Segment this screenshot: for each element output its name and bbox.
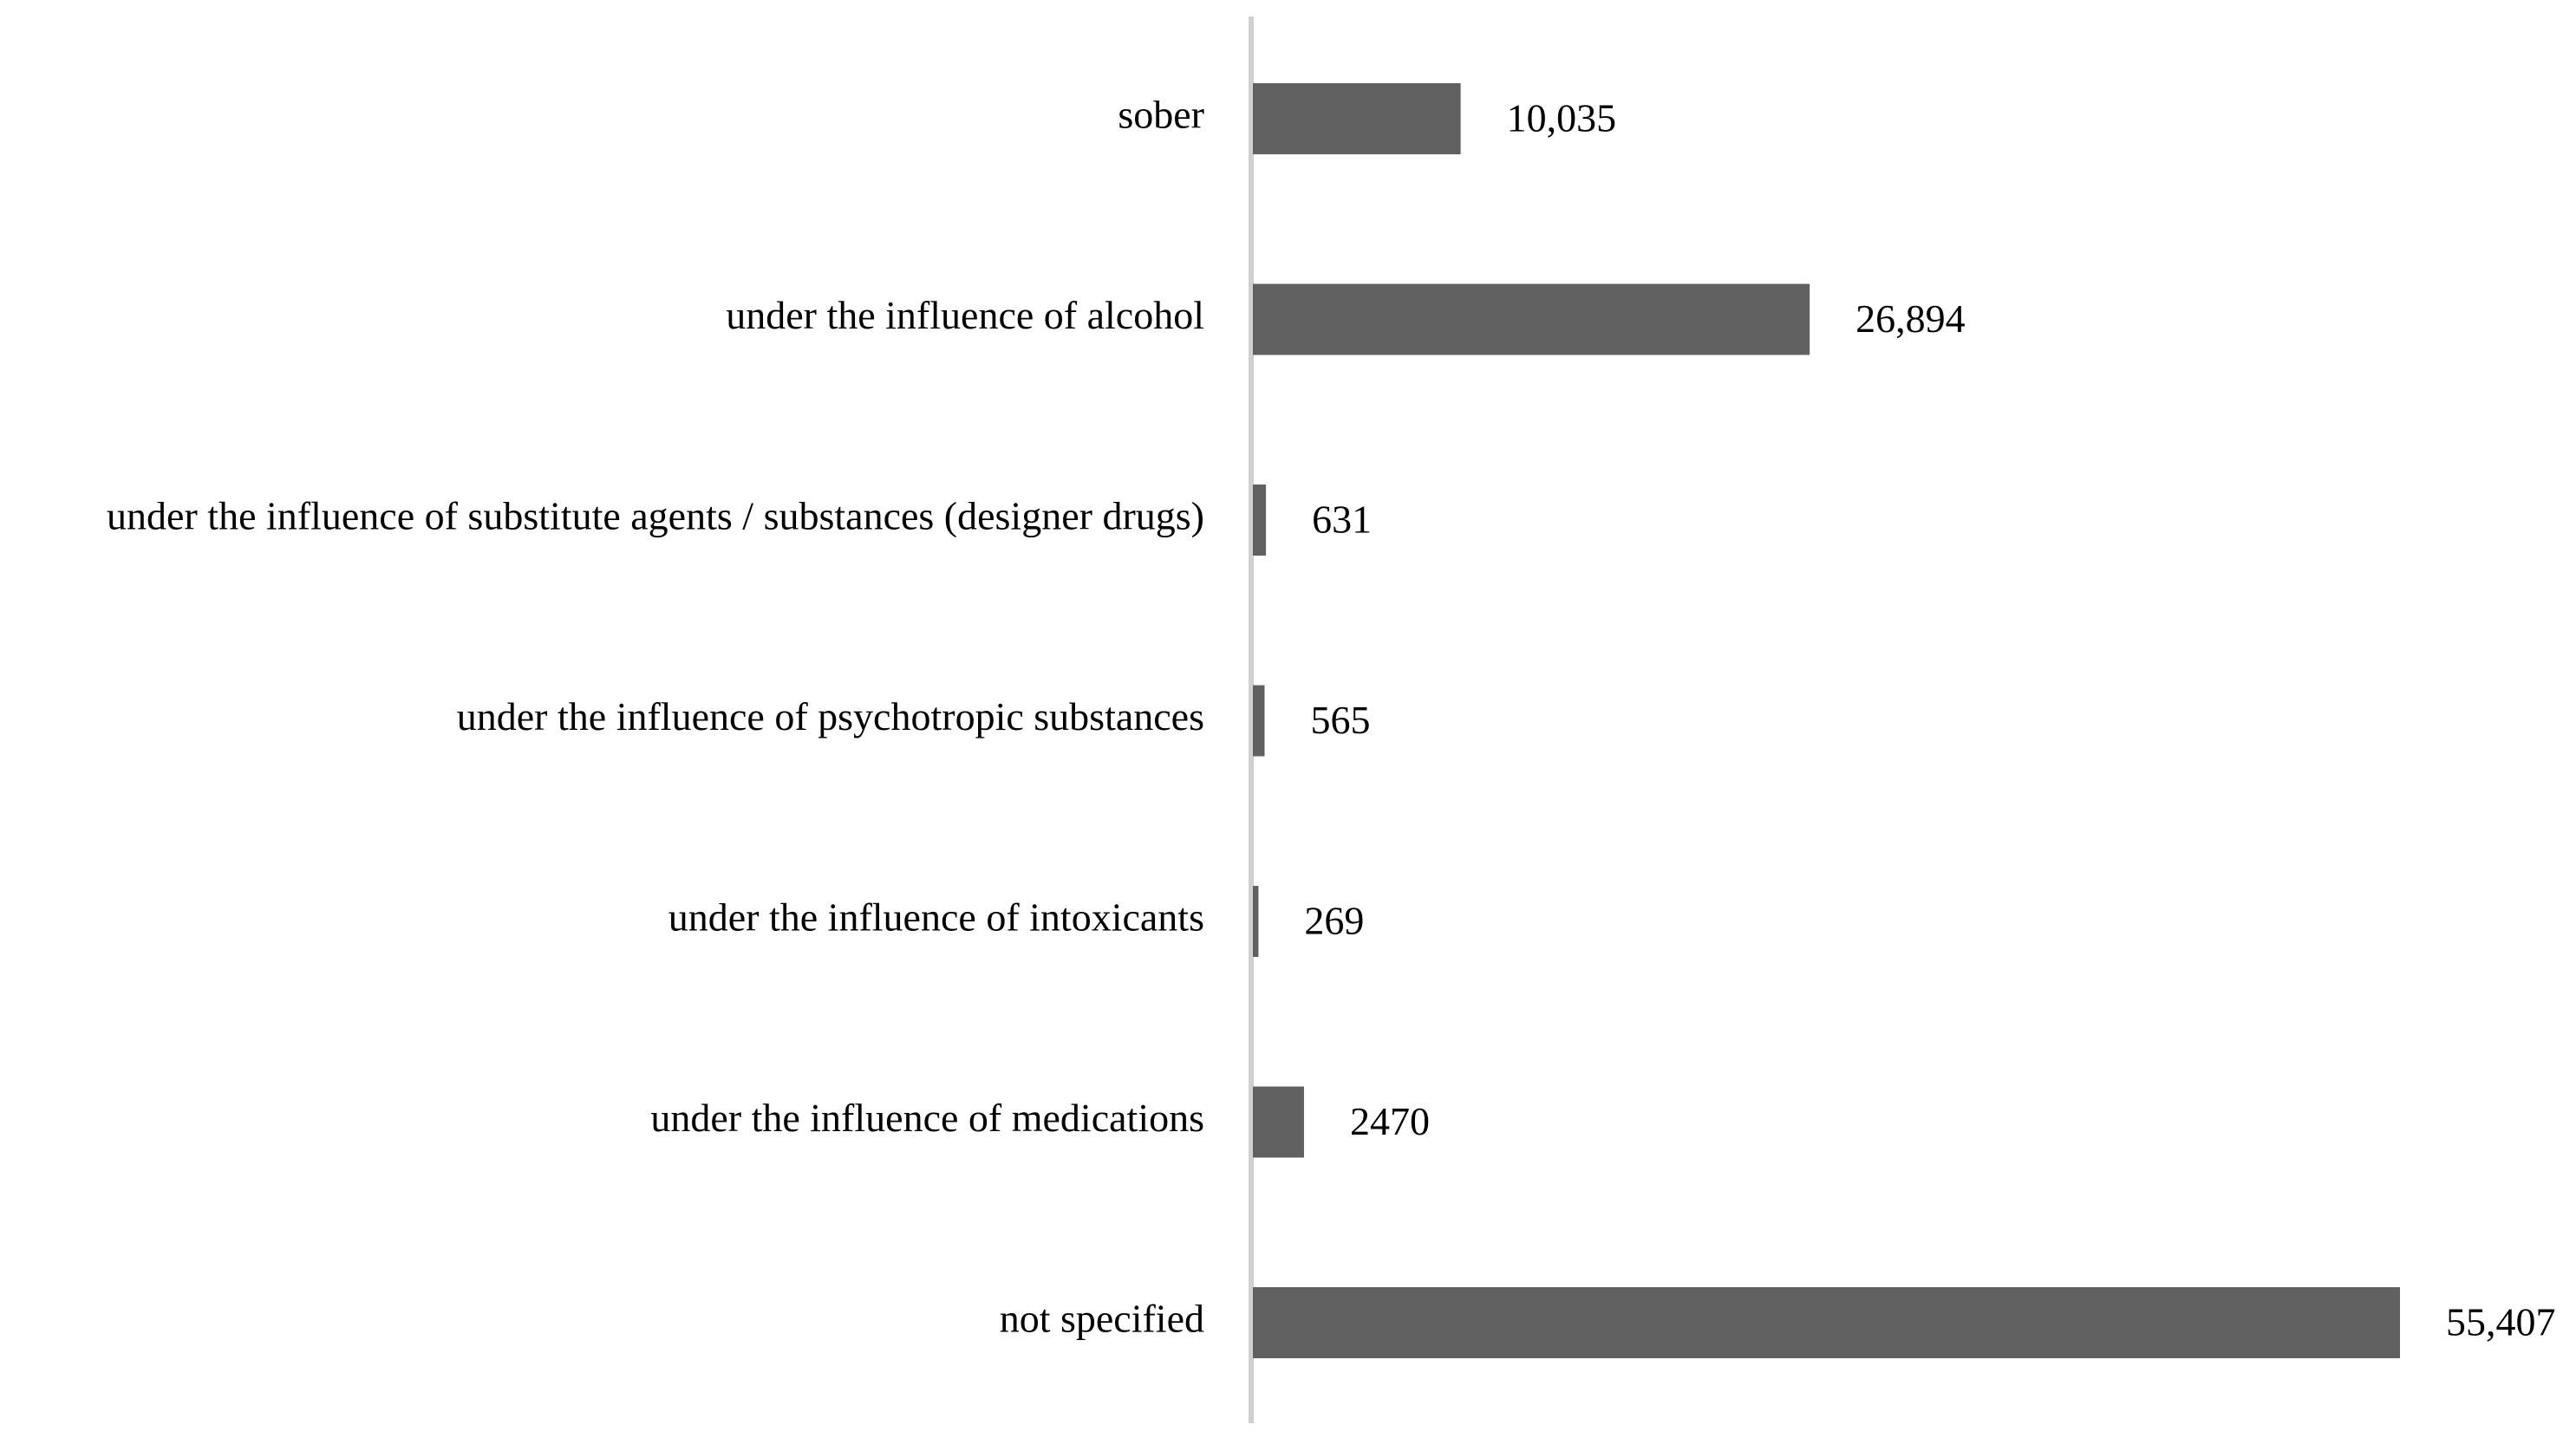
bar — [1253, 83, 1461, 154]
value-label: 631 — [1312, 498, 1372, 542]
bar — [1253, 485, 1267, 556]
value-label: 55,407 — [2446, 1300, 2556, 1344]
category-label: not specified — [1000, 1297, 1204, 1341]
value-label: 2470 — [1350, 1099, 1430, 1143]
category-label: under the influence of psychotropic subs… — [457, 694, 1204, 739]
category-label: under the influence of intoxicants — [668, 895, 1204, 940]
value-label: 10,035 — [1507, 96, 1617, 140]
category-label: sober — [1118, 93, 1204, 137]
bar — [1253, 886, 1259, 957]
bar — [1253, 283, 1810, 355]
bar — [1253, 1287, 2400, 1358]
bar — [1253, 685, 1265, 757]
bar — [1253, 1086, 1304, 1158]
value-label: 269 — [1304, 899, 1364, 943]
value-label: 26,894 — [1855, 296, 1966, 341]
category-label: under the influence of substitute agents… — [107, 494, 1204, 538]
category-label: under the influence of alcohol — [726, 293, 1204, 337]
category-label: under the influence of medications — [650, 1096, 1204, 1140]
value-label: 565 — [1310, 698, 1370, 742]
